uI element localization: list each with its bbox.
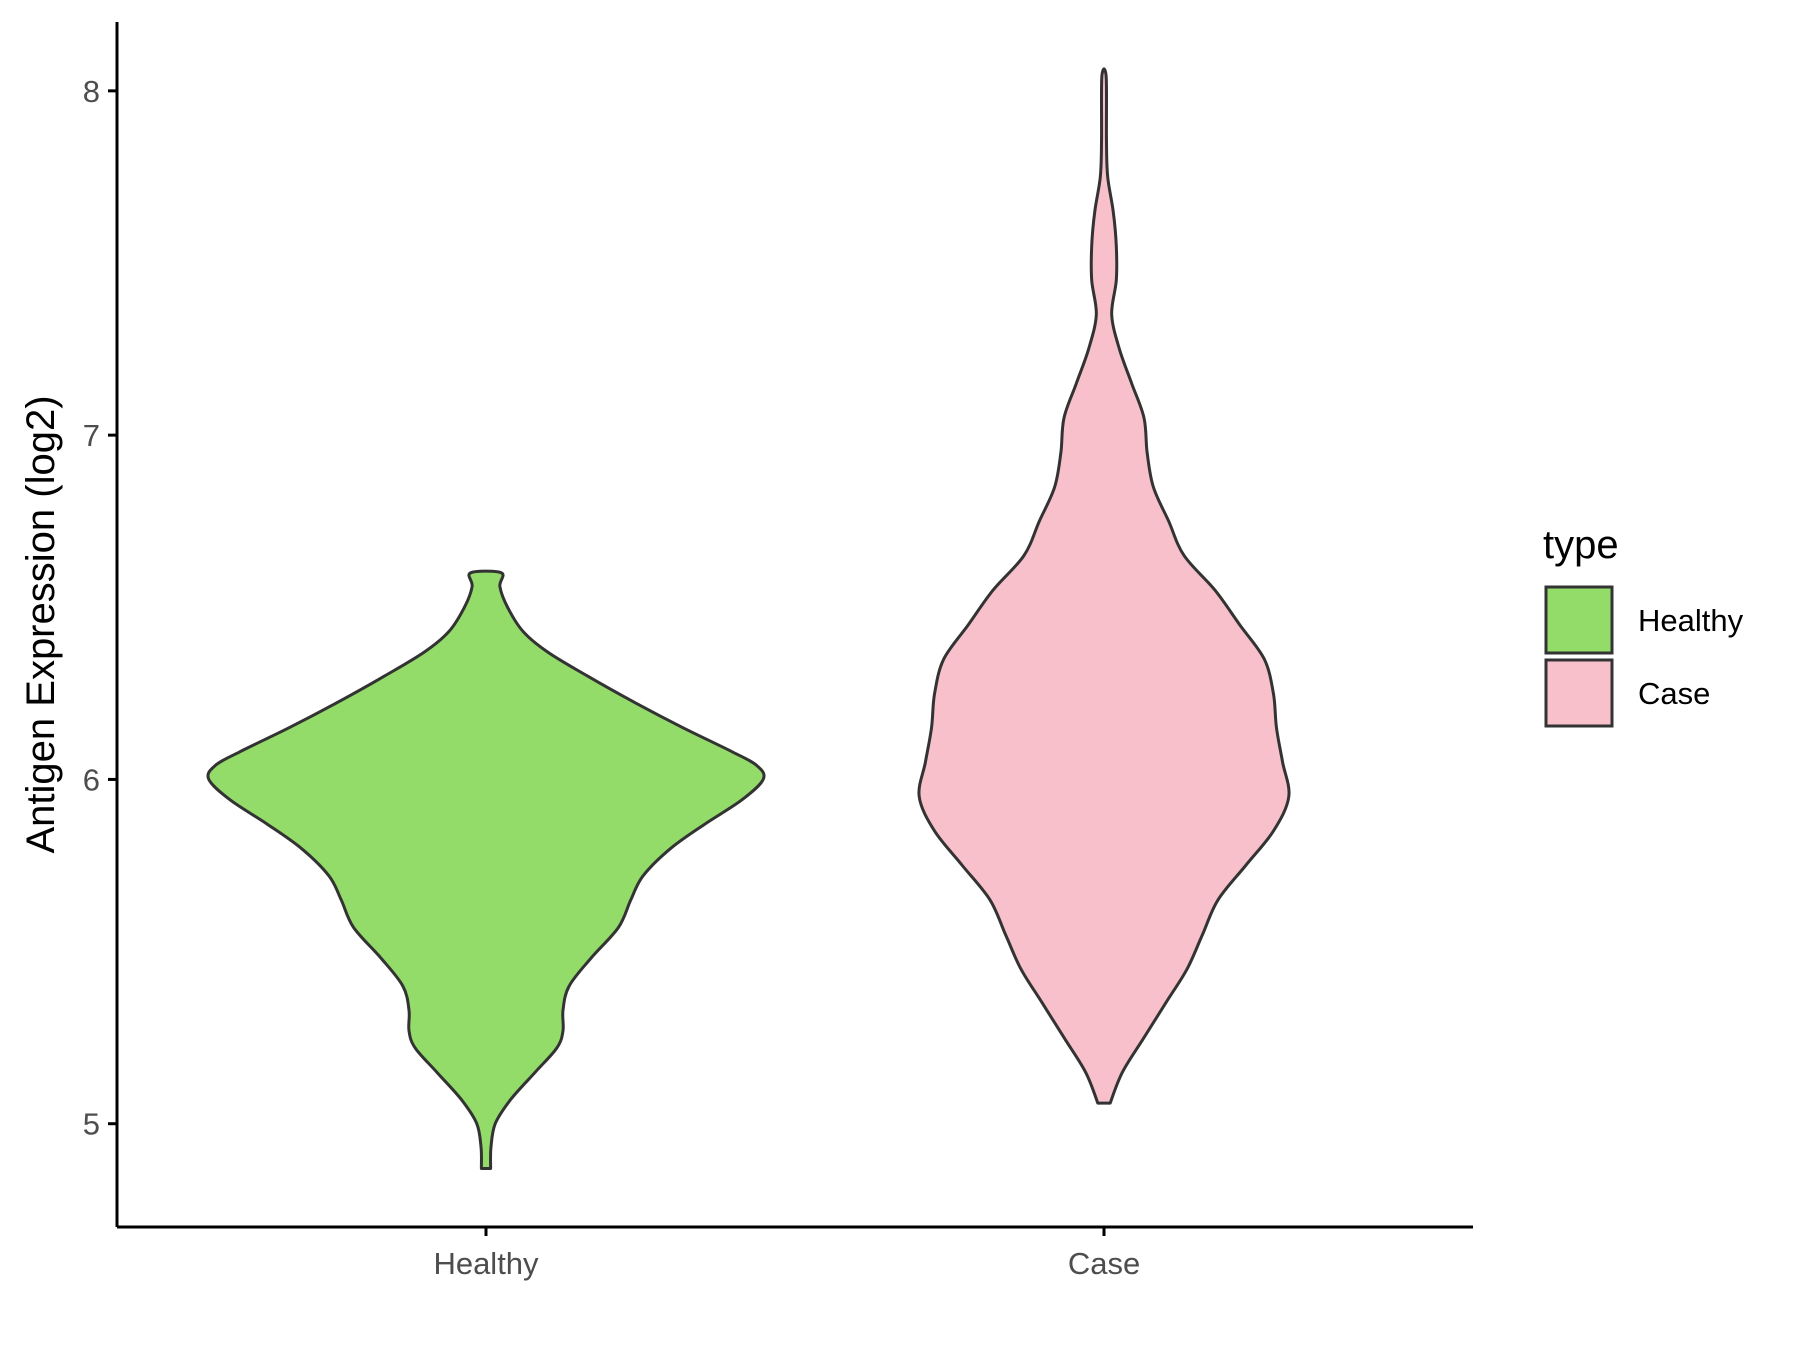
legend-title: type xyxy=(1543,523,1619,567)
violin-layer xyxy=(206,67,1291,1170)
y-tick-label: 7 xyxy=(83,418,100,453)
y-ticks: 5 6 7 8 xyxy=(83,74,117,1142)
legend-swatch xyxy=(1544,658,1614,728)
legend-swatch xyxy=(1544,585,1614,655)
legend-label: Healthy xyxy=(1638,603,1744,638)
violin-case xyxy=(917,67,1291,1105)
y-axis-title: Antigen Expression (log2) xyxy=(19,395,63,853)
y-tick-label: 8 xyxy=(83,74,100,109)
legend-items: Healthy Case xyxy=(1544,585,1744,728)
y-tick-label: 6 xyxy=(83,762,100,797)
y-tick-label: 5 xyxy=(83,1107,100,1142)
axes: 5 6 7 8 Healthy Case xyxy=(83,22,1473,1281)
x-tick-label: Case xyxy=(1068,1246,1140,1281)
legend: type Healthy Case xyxy=(1543,523,1744,728)
x-tick-label: Healthy xyxy=(433,1246,539,1281)
violin-healthy xyxy=(206,569,766,1170)
legend-label: Case xyxy=(1638,676,1710,711)
x-ticks: Healthy Case xyxy=(433,1227,1140,1281)
